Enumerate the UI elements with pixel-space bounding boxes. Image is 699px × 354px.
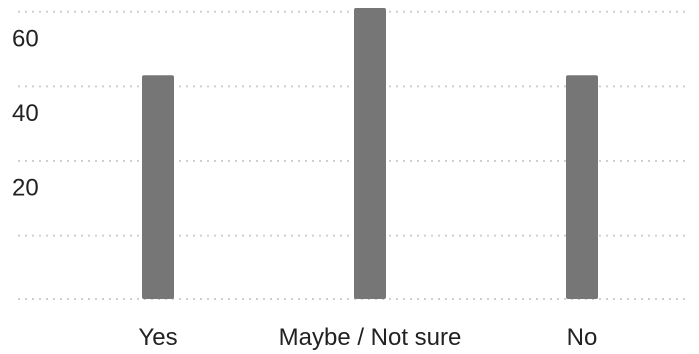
bar-0	[142, 75, 174, 299]
y-tick-label: 60	[12, 25, 39, 52]
y-axis-tick-labels: 20406080	[12, 0, 39, 202]
y-tick-label: 20	[12, 175, 39, 202]
bar-1	[354, 8, 386, 299]
y-tick-label: 40	[12, 100, 39, 127]
bar-2	[566, 75, 598, 299]
x-axis-category-labels: Yes Maybe / Not sure No	[138, 324, 597, 351]
x-category-label: Maybe / Not sure	[279, 324, 462, 351]
x-category-label: No	[567, 324, 598, 351]
x-category-label: Yes	[138, 324, 177, 351]
bars	[142, 8, 598, 299]
